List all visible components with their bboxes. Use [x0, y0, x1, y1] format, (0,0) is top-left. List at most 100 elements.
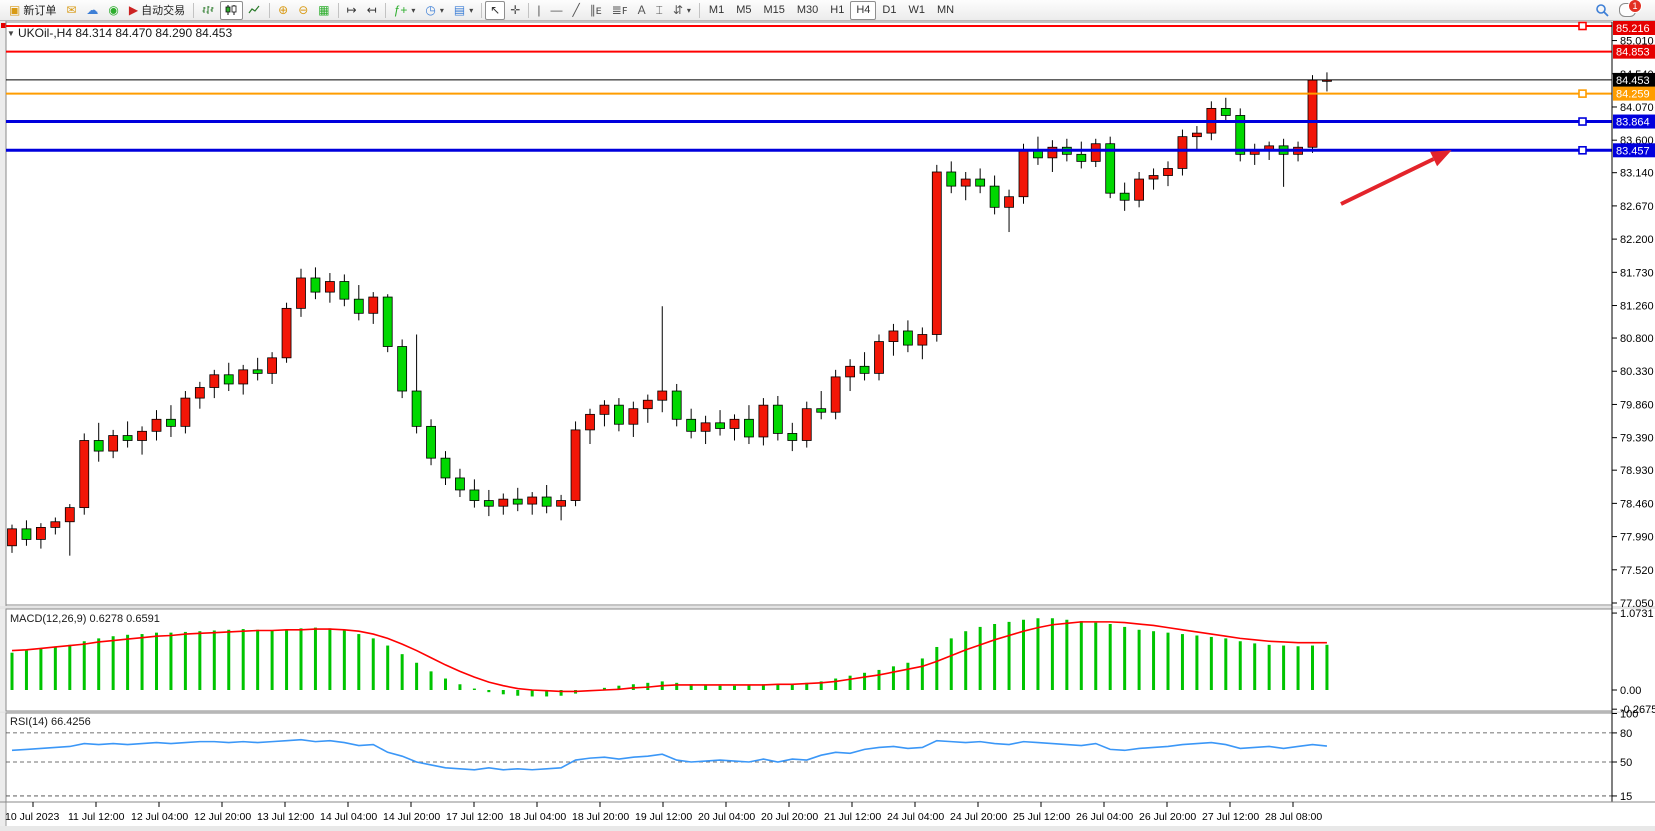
price-tick-label: 80.800: [1620, 333, 1654, 345]
level-marker[interactable]: [1578, 145, 1587, 155]
candle: [209, 374, 220, 388]
window-bottom-edge: [0, 826, 1655, 831]
trend-arrow-head[interactable]: [1430, 150, 1452, 167]
fibonacci-icon: ≣ꜰ: [611, 3, 628, 17]
bar-chart-button[interactable]: [197, 1, 220, 20]
time-label: 11 Jul 12:00: [68, 811, 125, 823]
zoom-out-button[interactable]: ⊖: [293, 1, 313, 20]
price-badge: [1613, 72, 1655, 87]
price-tick-label: 77.050: [1620, 598, 1654, 610]
tile-windows-button[interactable]: ▦: [313, 1, 334, 20]
auto-trading-button[interactable]: ▶ 自动交易: [124, 1, 190, 20]
candle: [1004, 196, 1014, 208]
candle: [1076, 153, 1087, 162]
zoom-in-button[interactable]: ⊕: [273, 1, 293, 20]
market-button[interactable]: ✉: [61, 1, 81, 20]
timeframe-h4[interactable]: H4: [850, 0, 877, 20]
candle: [744, 418, 754, 438]
notifications-button[interactable]: 1: [1614, 0, 1642, 20]
chart-shift-button[interactable]: ↤: [362, 1, 382, 20]
pane-splitter[interactable]: [0, 711, 1655, 714]
crosshair-button[interactable]: ✛: [505, 1, 525, 20]
candle: [281, 307, 292, 359]
macd-axis-label: 0.00: [1620, 685, 1641, 697]
price-badge-label: 84.259: [1616, 89, 1650, 101]
timeframe-mn[interactable]: MN: [936, 4, 955, 16]
timeframe-m5[interactable]: M5: [736, 4, 752, 16]
line-chart-button[interactable]: [243, 1, 266, 20]
timeframe-m1[interactable]: M1: [708, 4, 725, 16]
symbol-dropdown-icon[interactable]: ▼: [7, 29, 15, 38]
trendline-button[interactable]: ╱: [568, 1, 585, 20]
candle: [1220, 107, 1231, 116]
candle: [223, 374, 234, 385]
signals-button[interactable]: ◉: [103, 1, 123, 20]
price-tick-label: 77.520: [1620, 565, 1654, 577]
timeframe-h1[interactable]: H1: [830, 4, 845, 16]
level-marker[interactable]: [1578, 21, 1587, 31]
candle: [382, 296, 393, 347]
chart-canvas[interactable]: 85.01084.54084.07083.60083.14082.67082.2…: [0, 21, 1655, 831]
auto-scroll-button[interactable]: ↦: [342, 1, 362, 20]
new-order-button[interactable]: ▣ 新订单: [4, 1, 61, 20]
main-pane[interactable]: [5, 21, 1613, 606]
candle: [137, 430, 147, 441]
templates-button[interactable]: ▤ ▾: [449, 1, 478, 20]
horizontal-line-button[interactable]: —: [546, 1, 568, 20]
candle: [917, 334, 928, 346]
timeframe-m30[interactable]: M30: [796, 4, 819, 16]
auto-trading-icon: ▶: [128, 3, 139, 17]
candle: [816, 408, 827, 413]
vertical-line-button[interactable]: |: [532, 1, 545, 20]
time-label: 20 Jul 04:00: [698, 811, 755, 823]
chart-shift-icon: ↤: [366, 3, 377, 17]
fibonacci-button[interactable]: ≣ꜰ: [607, 1, 633, 20]
candle: [614, 404, 624, 425]
timeframe-w1[interactable]: W1: [908, 4, 925, 16]
candle: [758, 404, 769, 438]
candle: [353, 298, 364, 314]
time-label: 14 Jul 04:00: [320, 811, 377, 823]
candle: [628, 408, 639, 425]
candle: [93, 440, 104, 452]
time-label: 24 Jul 20:00: [950, 811, 1007, 823]
dropdown-arrow-icon: ▾: [686, 5, 691, 15]
level-marker[interactable]: [1578, 89, 1587, 98]
candle: [801, 408, 812, 441]
rsi-axis-label: 50: [1620, 757, 1632, 769]
periods-button[interactable]: ◷ ▾: [420, 1, 449, 20]
rsi-pane[interactable]: [5, 712, 1613, 803]
candlestick-chart-button[interactable]: [220, 0, 244, 20]
search-button[interactable]: [1590, 1, 1614, 20]
toolbar-separator: [528, 2, 530, 18]
macd-axis-label: 1.0731: [1620, 608, 1654, 620]
channel-button[interactable]: ∥ᴇ: [585, 1, 607, 20]
candle: [787, 433, 798, 441]
signals-icon: ◉: [108, 3, 119, 17]
community-button[interactable]: ☁: [81, 1, 103, 20]
text-label-icon: ⌶: [655, 3, 663, 17]
indicators-button[interactable]: ƒ+ ▾: [389, 1, 421, 20]
pane-splitter[interactable]: [0, 606, 1655, 609]
price-badge-label: 84.853: [1616, 47, 1650, 59]
candle: [700, 422, 711, 432]
candle: [859, 365, 870, 374]
price-tick-label: 79.860: [1620, 399, 1654, 411]
cursor-button[interactable]: ↖: [485, 0, 506, 20]
text-button[interactable]: A: [633, 1, 651, 20]
timeframe-d1[interactable]: D1: [882, 4, 897, 16]
timeframe-m15[interactable]: M15: [763, 4, 785, 16]
candle: [267, 357, 278, 374]
auto-trading-label: 自动交易: [141, 5, 186, 17]
candle: [772, 404, 783, 434]
dropdown-arrow-icon: ▾: [411, 5, 416, 15]
shapes-button[interactable]: ⇵ ▾: [668, 1, 696, 20]
vertical-line-icon: |: [537, 3, 541, 17]
trend-arrow[interactable]: [1340, 157, 1435, 206]
macd-pane[interactable]: [5, 608, 1613, 712]
level-marker[interactable]: [1578, 117, 1587, 126]
text-label-button[interactable]: ⌶: [651, 1, 668, 20]
price-tick-label: 80.330: [1620, 366, 1654, 378]
macd-signal-line: [11, 621, 1327, 693]
